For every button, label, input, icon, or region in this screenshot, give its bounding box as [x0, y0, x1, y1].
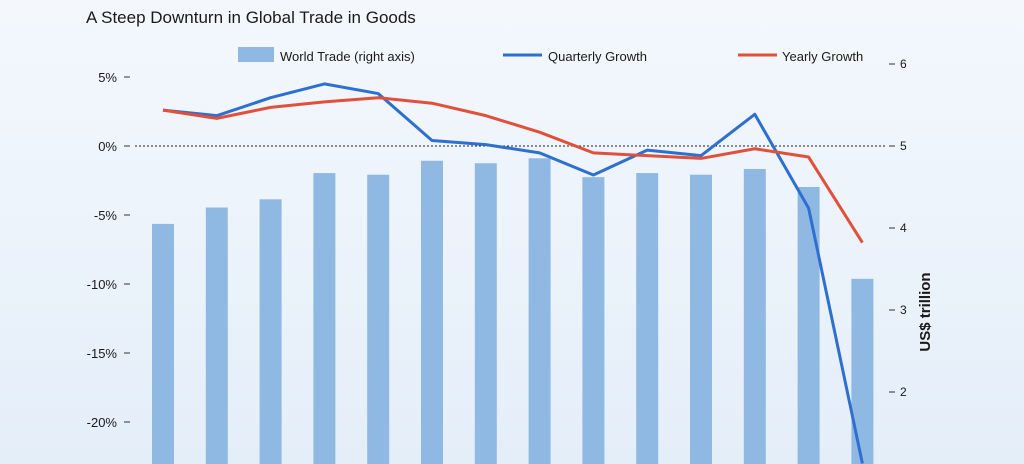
left-axis-tick-label: 5% [98, 70, 117, 85]
world-trade-bar [367, 174, 390, 464]
world-trade-bar [205, 207, 228, 464]
world-trade-bar [851, 278, 874, 464]
world-trade-bar [797, 187, 820, 464]
legend-label-yearly-growth: Yearly Growth [782, 49, 863, 64]
world-trade-bar [743, 168, 766, 464]
quarterly-growth-line [162, 82, 864, 464]
left-axis-tick-label: -15% [87, 346, 118, 361]
legend-swatch-world-trade [238, 47, 274, 62]
world-trade-bar [259, 199, 282, 464]
world-trade-bar [313, 173, 336, 464]
left-axis-tick-label: -5% [94, 208, 118, 223]
lines [162, 82, 864, 464]
left-axis: 5% 0% -5% -10% -15% -20% [87, 70, 130, 430]
right-axis: 6 5 4 3 2 [889, 57, 907, 399]
chart-title: A Steep Downturn in Global Trade in Good… [86, 8, 416, 27]
world-trade-bar [474, 163, 497, 464]
left-axis-tick-label: -20% [87, 415, 118, 430]
world-trade-bar [690, 174, 712, 464]
left-axis-tick-label: 0% [98, 139, 117, 154]
legend: World Trade (right axis) Quarterly Growt… [238, 47, 863, 64]
right-axis-label: US$ trillion [917, 272, 934, 351]
world-trade-bar [421, 160, 443, 464]
legend-label-world-trade: World Trade (right axis) [280, 49, 415, 64]
bars [152, 158, 874, 464]
world-trade-bar [582, 177, 605, 464]
world-trade-bar [528, 158, 551, 464]
right-axis-tick-label: 4 [900, 221, 907, 235]
world-trade-bar [636, 173, 659, 464]
right-axis-tick-label: 3 [900, 303, 907, 317]
yearly-growth-line [162, 96, 864, 244]
right-axis-tick-label: 5 [900, 139, 907, 153]
right-axis-tick-label: 6 [900, 57, 907, 71]
world-trade-bar [152, 223, 174, 464]
right-axis-tick-label: 2 [900, 385, 907, 399]
legend-label-quarterly-growth: Quarterly Growth [548, 49, 647, 64]
left-axis-tick-label: -10% [87, 277, 118, 292]
